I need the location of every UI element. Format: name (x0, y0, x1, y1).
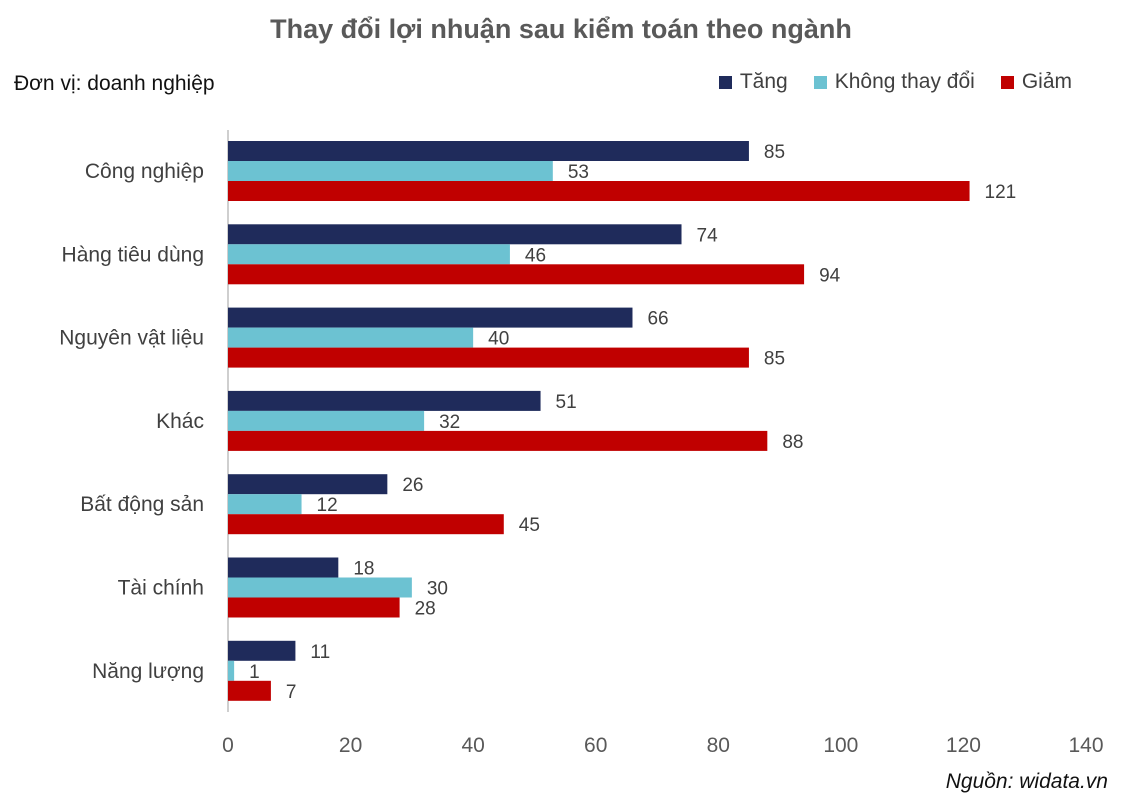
legend-item: Tăng (718, 70, 788, 94)
data-label: 11 (310, 642, 330, 663)
bar-Không thay đổi (228, 410, 425, 431)
data-label: 121 (985, 182, 1017, 203)
bar-Tăng (228, 141, 749, 161)
data-label: 26 (402, 475, 423, 496)
x-tick-label: 40 (461, 734, 484, 757)
x-tick-label: 0 (222, 734, 234, 757)
bar-Tăng (228, 640, 296, 661)
x-tick-label: 80 (707, 734, 730, 757)
bar-Không thay đổi (228, 660, 235, 681)
legend: Tăng Không thay đổi Giảm (718, 70, 1072, 94)
category-label: Hàng tiêu dùng (62, 243, 204, 266)
bar-Giảm (228, 680, 271, 701)
x-tick-label: 20 (339, 734, 362, 757)
category-label: Công nghiệp (85, 160, 204, 183)
source-note: Nguồn: widata.vn (945, 770, 1108, 793)
bar-Giảm (228, 430, 768, 451)
bar-Tăng (228, 224, 682, 245)
legend-item: Không thay đổi (813, 70, 975, 94)
category-label: Năng lượng (92, 660, 204, 683)
chart-title: Thay đổi lợi nhuận sau kiểm toán theo ng… (270, 14, 852, 44)
legend-item: Giảm (1000, 70, 1072, 94)
bar-Không thay đổi (228, 327, 474, 348)
bar-Tăng (228, 557, 339, 578)
bar-Tăng (228, 390, 541, 411)
category-label: Bất động sản (80, 493, 204, 516)
bar-Giảm (228, 597, 400, 618)
data-label: 94 (819, 265, 841, 286)
legend-swatch (1000, 75, 1014, 89)
bar-Giảm (228, 264, 805, 285)
bar-Giảm (228, 181, 970, 201)
data-label: 74 (697, 225, 719, 246)
unit-label: Đơn vị: doanh nghiệp (14, 72, 215, 95)
data-label: 12 (317, 495, 338, 516)
bar-Giảm (228, 514, 504, 535)
legend-label: Tăng (739, 70, 788, 93)
bar-Tăng (228, 474, 388, 495)
data-label: 51 (556, 392, 577, 413)
x-tick-label: 100 (823, 734, 858, 757)
data-label: 28 (415, 599, 436, 620)
bar-Tăng (228, 307, 633, 328)
data-label: 7 (286, 682, 297, 703)
legend-swatch (718, 75, 732, 89)
x-tick-label: 120 (946, 734, 981, 757)
data-label: 18 (353, 559, 374, 580)
data-label: 53 (568, 162, 589, 183)
data-label: 40 (488, 329, 509, 350)
data-label: 32 (439, 412, 460, 433)
data-label: 30 (427, 579, 448, 600)
bar-Giảm (228, 347, 749, 368)
legend-label: Không thay đổi (834, 70, 975, 93)
data-label: 88 (782, 432, 803, 453)
data-label: 85 (764, 142, 785, 163)
data-label: 1 (249, 662, 260, 683)
data-label: 66 (647, 309, 668, 330)
legend-label: Giảm (1021, 70, 1072, 93)
data-label: 45 (519, 515, 540, 536)
bar-Không thay đổi (228, 244, 510, 265)
bar-Không thay đổi (228, 161, 553, 181)
bar-Không thay đổi (228, 577, 412, 598)
category-label: Tài chính (118, 577, 204, 600)
bar-Không thay đổi (228, 494, 302, 515)
data-label: 46 (525, 245, 546, 266)
data-label: 85 (764, 349, 785, 370)
legend-swatch (813, 75, 827, 89)
category-label: Khác (156, 410, 204, 433)
x-tick-label: 140 (1068, 734, 1103, 757)
category-label: Nguyên vật liệu (59, 327, 204, 350)
x-tick-label: 60 (584, 734, 607, 757)
